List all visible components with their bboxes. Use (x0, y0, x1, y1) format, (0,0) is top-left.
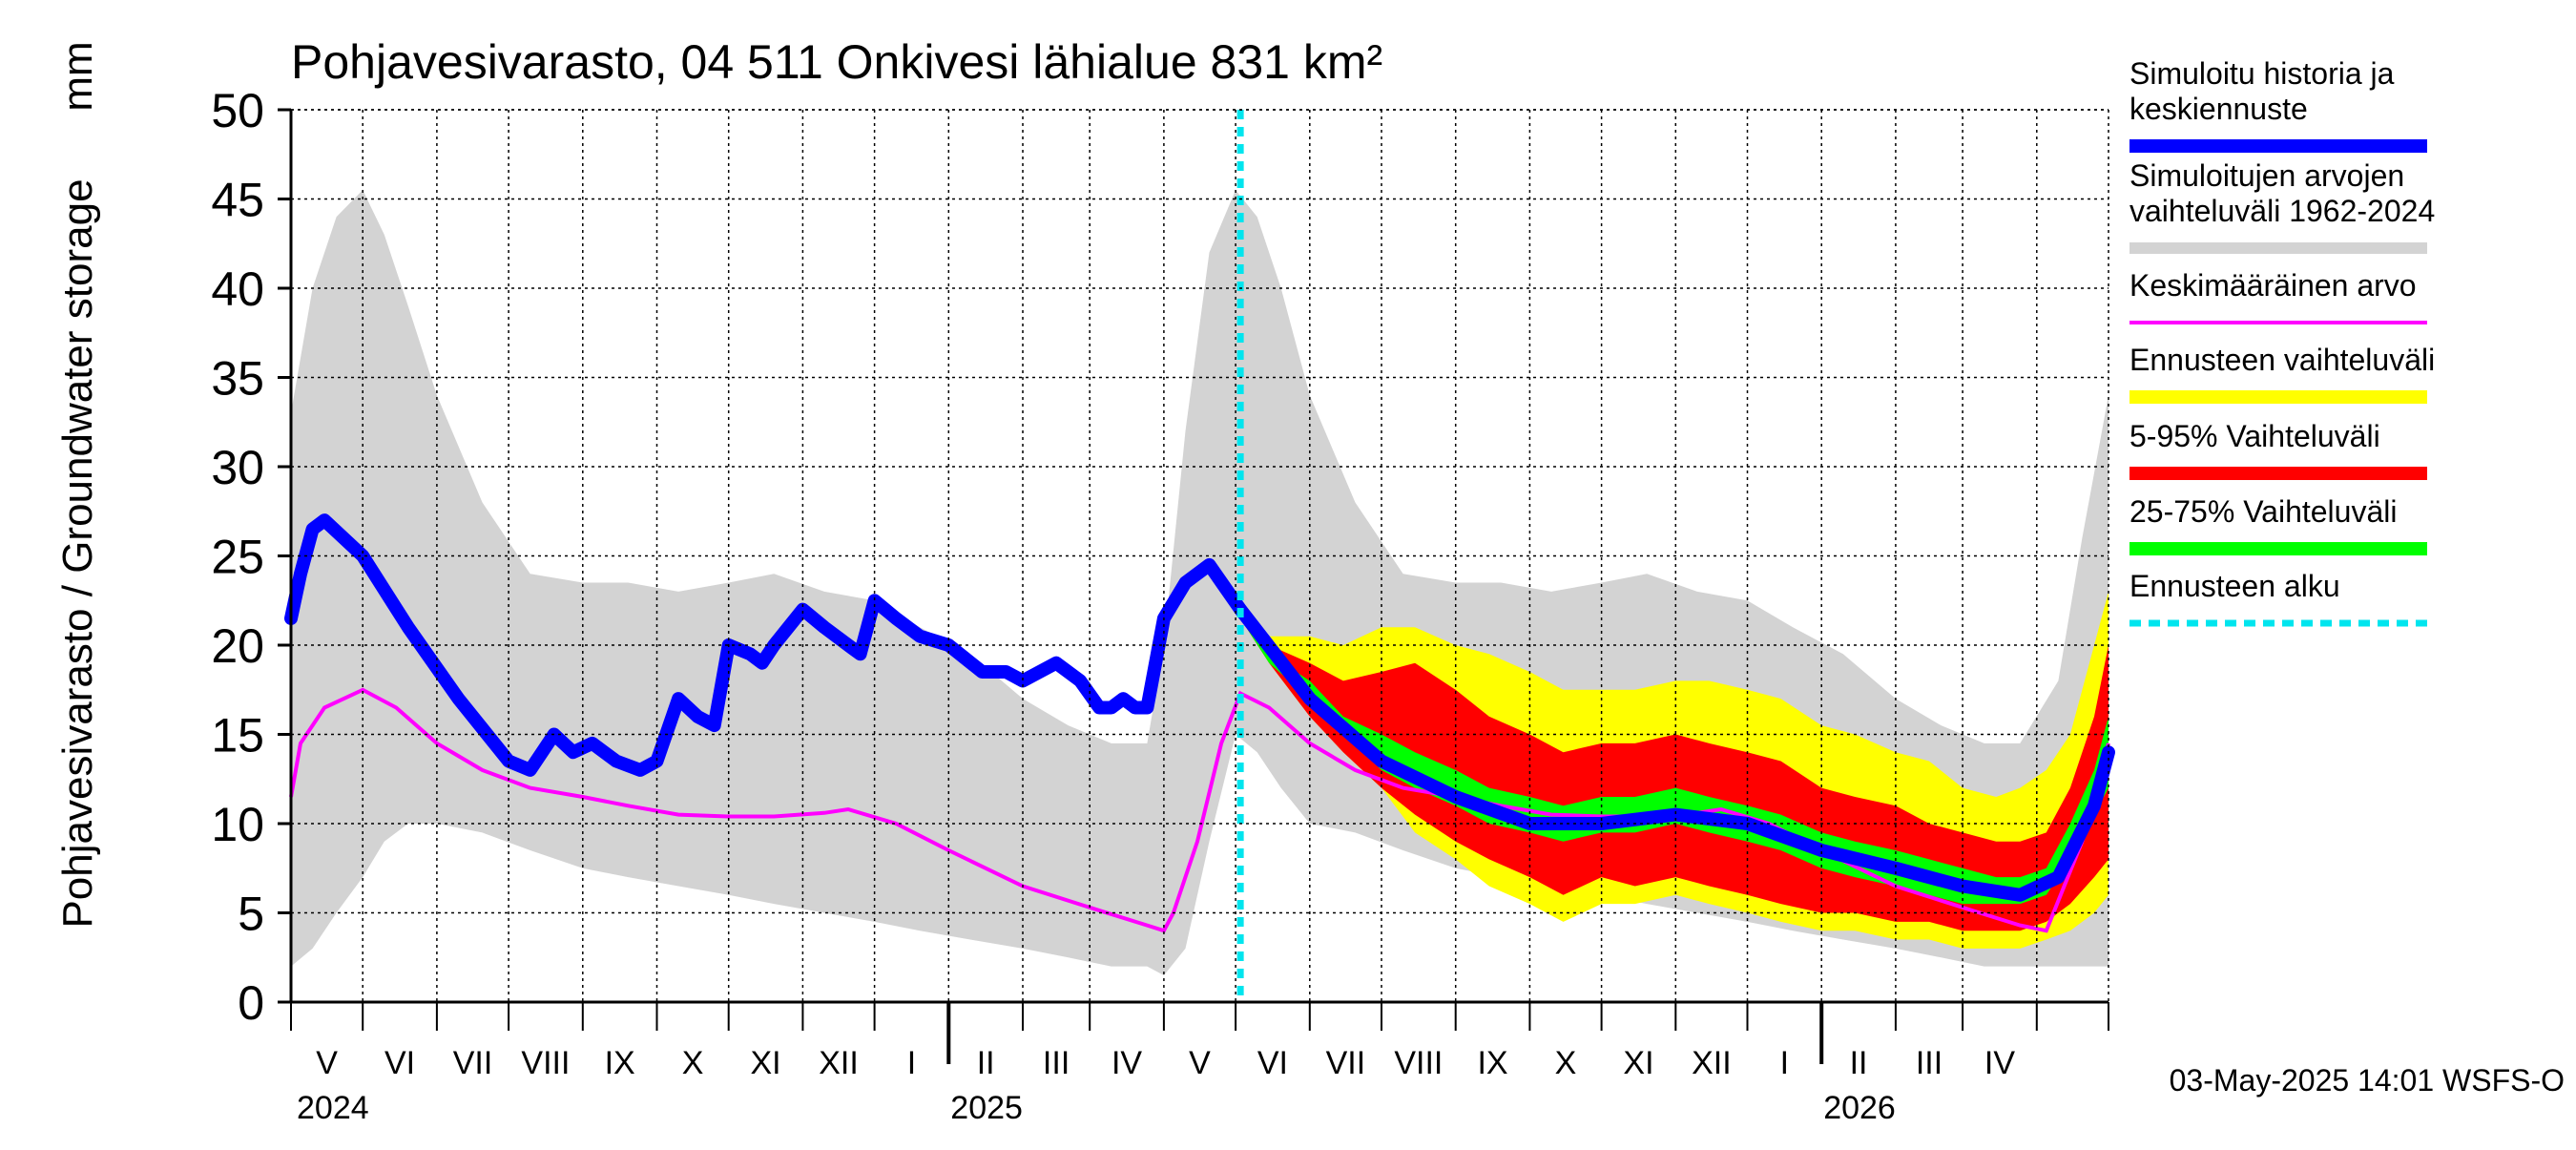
month-label: VII (1326, 1045, 1366, 1081)
month-label: IV (1984, 1045, 2015, 1081)
month-label: IX (605, 1045, 635, 1081)
legend-label: vaihteluväli 1962-2024 (2129, 194, 2435, 228)
p25-75-band (1240, 618, 2109, 905)
legend-label: keskiennuste (2129, 92, 2308, 126)
month-label: III (1916, 1045, 1942, 1081)
month-label: XII (819, 1045, 859, 1081)
legend-item: Ennusteen vaihteluväli (2129, 343, 2435, 404)
month-label: XI (1623, 1045, 1653, 1081)
y-tick-label: 50 (211, 84, 264, 137)
month-label: VI (384, 1045, 415, 1081)
mean-line (289, 687, 2110, 933)
year-label: 2026 (1823, 1090, 1896, 1126)
month-label: II (977, 1045, 995, 1081)
y-tick-label: 5 (238, 888, 264, 941)
year-label: 2025 (950, 1090, 1023, 1126)
month-label: I (907, 1045, 916, 1081)
month-label: IV (1111, 1045, 1142, 1081)
month-label: IX (1477, 1045, 1507, 1081)
y-tick-label: 15 (211, 709, 264, 763)
month-label: V (316, 1045, 338, 1081)
legend-label: 25-75% Vaihteluväli (2129, 494, 2397, 529)
y-axis-unit: mm (54, 41, 101, 111)
y-tick-label: 40 (211, 262, 264, 316)
legend-label: 5-95% Vaihteluväli (2129, 419, 2380, 453)
y-tick-label: 10 (211, 798, 264, 851)
chart-title: Pohjavesivarasto, 04 511 Onkivesi lähial… (291, 35, 1382, 89)
legend-label: Simuloitujen arvojen (2129, 158, 2404, 193)
legend-label: Ennusteen alku (2129, 569, 2340, 603)
month-label: VII (453, 1045, 493, 1081)
legend-item: Keskimääräinen arvo (2129, 268, 2427, 324)
simulated-line (284, 513, 2115, 902)
month-label: XI (750, 1045, 780, 1081)
y-tick-label: 35 (211, 352, 264, 406)
month-label: XII (1692, 1045, 1732, 1081)
timestamp: 03-May-2025 14:01 WSFS-O (2170, 1063, 2565, 1098)
y-tick-label: 20 (211, 619, 264, 673)
y-tick-label: 25 (211, 531, 264, 584)
legend: Simuloitu historia jakeskiennusteSimuloi… (2129, 56, 2435, 627)
month-label: I (1780, 1045, 1789, 1081)
legend-label: Ennusteen vaihteluväli (2129, 343, 2435, 377)
legend-label: Keskimääräinen arvo (2129, 268, 2417, 303)
y-axis-label: Pohjavesivarasto / Groundwater storage (54, 178, 101, 928)
month-label: VIII (521, 1045, 570, 1081)
y-tick-label: 30 (211, 441, 264, 494)
month-label: VI (1257, 1045, 1288, 1081)
y-tick-label: 0 (238, 976, 264, 1030)
plot-area (284, 110, 2115, 1002)
month-label: X (1555, 1045, 1577, 1081)
legend-item: 5-95% Vaihteluväli (2129, 419, 2427, 480)
y-tick-label: 45 (211, 174, 264, 227)
legend-item: 25-75% Vaihteluväli (2129, 494, 2427, 555)
legend-label: Simuloitu historia ja (2129, 56, 2395, 91)
month-label: V (1189, 1045, 1211, 1081)
month-label: III (1043, 1045, 1070, 1081)
year-label: 2024 (297, 1090, 369, 1126)
month-label: X (682, 1045, 704, 1081)
legend-item: Ennusteen alku (2129, 569, 2427, 627)
month-label: II (1850, 1045, 1868, 1081)
month-label: VIII (1394, 1045, 1443, 1081)
